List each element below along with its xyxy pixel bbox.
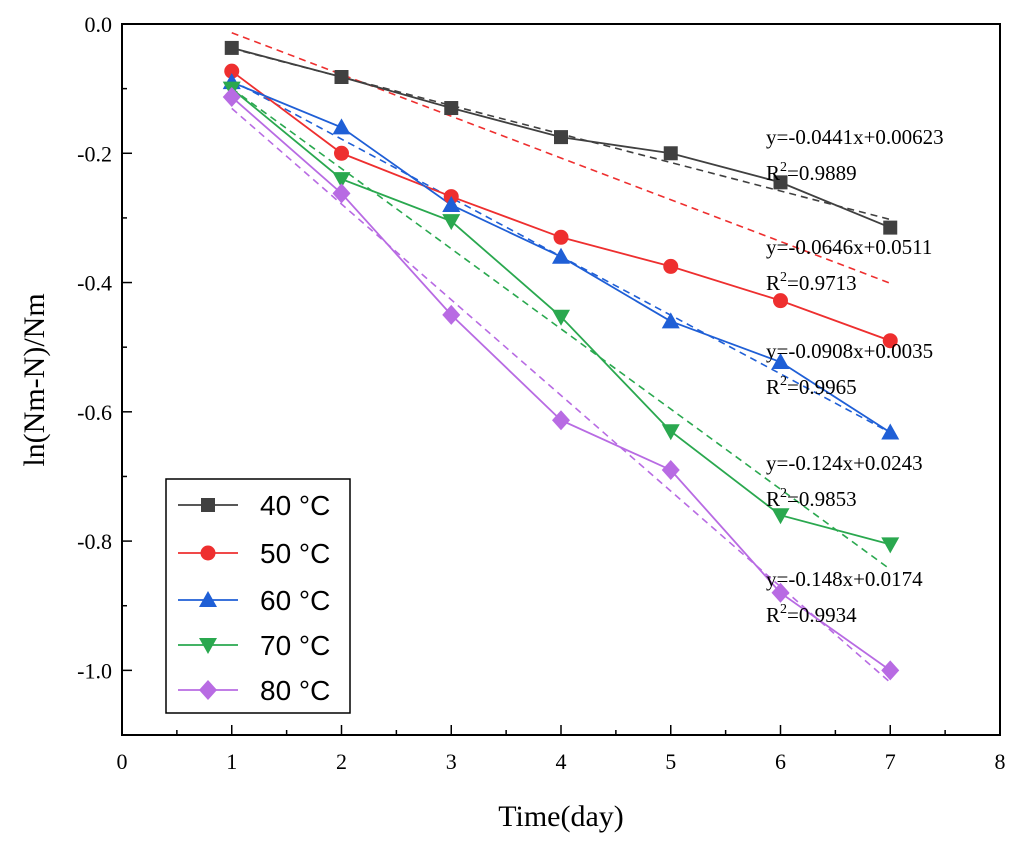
- x-tick-label: 6: [775, 749, 786, 774]
- data-point: [881, 537, 900, 554]
- y-tick-label: -0.2: [77, 141, 112, 166]
- data-point: [444, 101, 459, 116]
- x-axis-ticks: 0 1 2 3 4 5 6 7 8: [117, 725, 1006, 774]
- fit-r2: R2=0.9965: [766, 374, 857, 399]
- series-markers: [222, 40, 900, 681]
- data-point: [552, 410, 570, 431]
- fit-equations: y=-0.0441x+0.00623 R2=0.9889 y=-0.0646x+0.…: [766, 125, 944, 627]
- data-point: [882, 333, 898, 349]
- fit-r2: R2=0.9889: [766, 160, 857, 185]
- legend-label: 60 °C: [260, 585, 330, 616]
- fit-r2: R2=0.9713: [766, 270, 857, 295]
- legend-marker: [201, 498, 215, 512]
- data-point: [881, 660, 900, 681]
- y-axis-title: ln(Nm-N)/Nm: [18, 293, 51, 466]
- legend-marker: [199, 638, 217, 654]
- legend-label: 80 °C: [260, 675, 330, 706]
- data-point: [332, 118, 351, 135]
- y-tick-label: -0.4: [77, 271, 112, 296]
- data-point: [442, 195, 461, 212]
- legend-marker: [200, 545, 216, 561]
- data-point: [771, 353, 790, 370]
- legend-label: 70 °C: [260, 630, 330, 661]
- fit-equation: y=-0.0441x+0.00623: [766, 125, 944, 149]
- fit-equation: y=-0.148x+0.0174: [766, 567, 923, 591]
- data-point: [442, 304, 461, 325]
- x-axis-title: Time(day): [498, 800, 624, 833]
- y-tick-label: -1.0: [77, 658, 112, 683]
- data-point: [442, 214, 461, 231]
- data-point: [881, 423, 900, 440]
- data-point: [224, 40, 239, 55]
- data-point: [661, 459, 680, 480]
- data-point: [334, 70, 349, 85]
- data-point: [661, 312, 680, 329]
- legend-marker: [199, 591, 217, 607]
- legend-box: [165, 478, 351, 714]
- x-tick-label: 0: [117, 749, 128, 774]
- data-point: [334, 145, 349, 161]
- data-point: [661, 424, 680, 441]
- data-point: [553, 229, 569, 245]
- data-point: [552, 309, 570, 326]
- y-tick-label: -0.8: [77, 529, 112, 554]
- fit-equation: y=-0.0908x+0.0035: [766, 339, 933, 363]
- x-tick-label: 4: [556, 749, 567, 774]
- data-point: [771, 582, 790, 603]
- data-point: [224, 63, 240, 79]
- y-axis-ticks: 0.0 -0.2 -0.4 -0.6 -0.8 -1.0: [77, 12, 132, 736]
- x-tick-label: 5: [665, 749, 676, 774]
- series-line-1: [231, 70, 891, 342]
- fit-r2: R2=0.9934: [766, 602, 857, 627]
- data-point: [332, 183, 351, 204]
- data-point: [332, 172, 351, 189]
- y-tick-label: 0.0: [85, 12, 113, 37]
- x-tick-label: 3: [446, 749, 457, 774]
- fit-equation: y=-0.0646x+0.0511: [766, 235, 932, 259]
- data-point: [773, 293, 788, 309]
- data-point: [773, 175, 788, 190]
- x-tick-label: 2: [336, 749, 347, 774]
- legend: 40 °C 50 °C 60 °C 70 °C 80 °C: [165, 478, 351, 714]
- x-tick-label: 8: [995, 749, 1006, 774]
- fit-line-4: [231, 107, 891, 683]
- legend-label: 50 °C: [260, 538, 330, 569]
- data-point: [771, 508, 790, 525]
- x-tick-label: 1: [226, 749, 237, 774]
- fit-line-3: [231, 87, 891, 570]
- y-tick-label: -0.6: [77, 400, 112, 425]
- legend-label: 40 °C: [260, 490, 330, 521]
- data-point: [222, 87, 241, 108]
- fit-r2: R2=0.9853: [766, 486, 857, 511]
- data-point: [663, 258, 679, 274]
- data-point: [554, 130, 568, 145]
- fit-line-1: [231, 31, 891, 285]
- data-point: [663, 146, 678, 161]
- data-point: [552, 247, 570, 264]
- x-tick-label: 7: [885, 749, 896, 774]
- legend-marker: [199, 680, 217, 700]
- fit-equation: y=-0.124x+0.0243: [766, 451, 923, 475]
- data-point: [883, 220, 898, 235]
